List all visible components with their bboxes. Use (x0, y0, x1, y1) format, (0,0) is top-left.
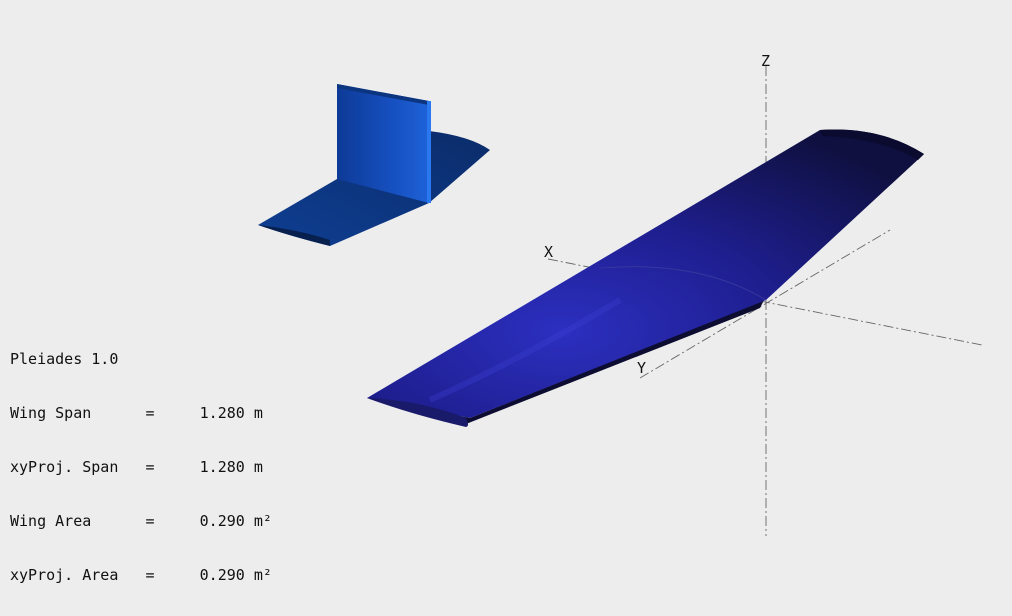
property-wing-span: Wing Span = 1.280 m (10, 404, 263, 422)
y-axis-label: Y (637, 359, 646, 377)
main-wing[interactable] (367, 129, 924, 428)
property-wing-area: Wing Area = 0.290 m² (10, 512, 272, 530)
property-xyproj-span: xyProj. Span = 1.280 m (10, 458, 263, 476)
plane-properties-panel: Pleiades 1.0 Wing Span = 1.280 m xyProj.… (10, 314, 308, 616)
tail[interactable] (258, 84, 490, 246)
x-axis-label: X (544, 243, 553, 261)
y-axis-line (639, 229, 891, 379)
plane-name: Pleiades 1.0 (10, 350, 119, 368)
property-xyproj-area: xyProj. Area = 0.290 m² (10, 566, 272, 584)
z-axis-label: Z (761, 52, 770, 70)
